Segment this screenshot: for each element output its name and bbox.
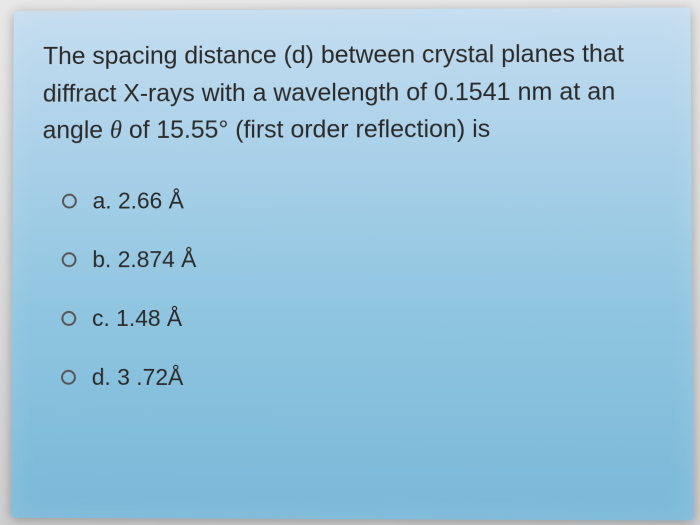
radio-icon[interactable]	[61, 310, 76, 325]
option-label: d. 3 .72Å	[92, 363, 184, 390]
option-letter: c.	[92, 304, 110, 330]
option-a[interactable]: a. 2.66 Å	[62, 185, 661, 213]
radio-icon[interactable]	[62, 193, 77, 208]
option-d[interactable]: d. 3 .72Å	[61, 363, 662, 391]
option-value: 1.48 Å	[116, 304, 182, 330]
option-value: 2.66 Å	[118, 186, 184, 212]
quiz-panel: The spacing distance (d) between crystal…	[11, 7, 694, 520]
option-value: 2.874 Å	[118, 245, 197, 271]
question-text: The spacing distance (d) between crystal…	[43, 35, 661, 149]
question-part-2: of 15.55° (first order reflection) is	[122, 114, 490, 143]
option-letter: b.	[92, 245, 111, 271]
option-b[interactable]: b. 2.874 Å	[62, 245, 662, 272]
options-list: a. 2.66 Å b. 2.874 Å c. 1.48 Å d. 3 .72Å	[41, 185, 662, 390]
option-label: c. 1.48 Å	[92, 304, 182, 331]
radio-icon[interactable]	[62, 251, 77, 266]
option-letter: d.	[92, 363, 111, 389]
option-label: a. 2.66 Å	[93, 186, 184, 213]
theta-symbol: θ	[110, 117, 122, 144]
option-c[interactable]: c. 1.48 Å	[61, 304, 662, 331]
option-letter: a.	[93, 187, 112, 213]
option-label: b. 2.874 Å	[92, 245, 196, 272]
radio-icon[interactable]	[61, 369, 76, 384]
option-value: 3 .72Å	[117, 363, 183, 389]
